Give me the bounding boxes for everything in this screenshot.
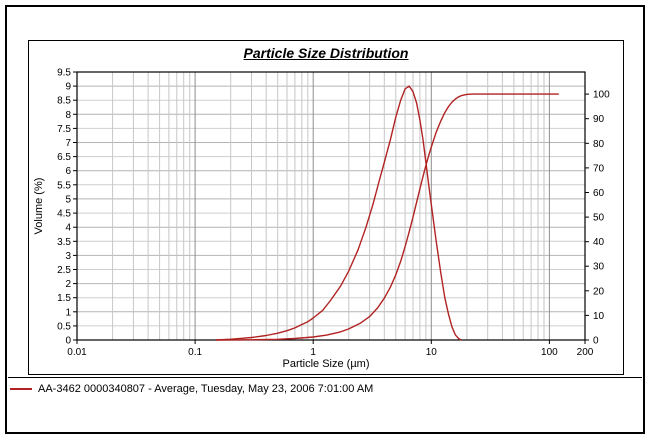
svg-text:10: 10	[426, 347, 438, 357]
plot-border	[76, 71, 586, 341]
left-tick-labels: 0 0.5 1 1.5 2 2.5 3 3.5 4 4.5 5 5.5 6 6.5 7 7.5 8 8.5 9 9.5	[57, 68, 77, 347]
svg-text:80: 80	[593, 139, 605, 150]
svg-text:1.5: 1.5	[57, 293, 71, 304]
svg-text:60: 60	[593, 188, 605, 199]
svg-text:8.5: 8.5	[57, 96, 71, 107]
svg-text:70: 70	[593, 163, 605, 174]
legend-item: AA-3462 0000340807 - Average, Tuesday, M…	[10, 381, 373, 397]
svg-text:0.5: 0.5	[57, 321, 71, 332]
legend-separator	[8, 377, 642, 378]
svg-text:30: 30	[593, 262, 605, 273]
svg-text:200: 200	[577, 347, 594, 357]
y-axis-label: Volume (%)	[33, 177, 45, 235]
svg-text:0: 0	[593, 336, 599, 347]
svg-text:7.5: 7.5	[57, 124, 71, 135]
svg-text:10: 10	[593, 311, 605, 322]
svg-text:2: 2	[65, 279, 71, 290]
svg-text:100: 100	[593, 90, 610, 101]
svg-text:0.1: 0.1	[188, 347, 202, 357]
svg-text:4: 4	[65, 223, 71, 234]
svg-text:9: 9	[65, 82, 71, 93]
svg-text:5: 5	[65, 194, 71, 205]
legend-label: AA-3462 0000340807 - Average, Tuesday, M…	[38, 383, 374, 395]
svg-text:3.5: 3.5	[57, 237, 71, 248]
svg-text:4.5: 4.5	[57, 209, 71, 220]
svg-text:6.5: 6.5	[57, 152, 71, 163]
svg-text:7: 7	[65, 138, 71, 149]
svg-text:40: 40	[593, 237, 605, 248]
x-tick-labels: 0.01 0.1 1 10 100 200	[67, 340, 594, 357]
svg-text:50: 50	[593, 213, 605, 224]
svg-text:8: 8	[65, 110, 71, 121]
plot-area: 0 0.5 1 1.5 2 2.5 3 3.5 4 4.5 5 5.5 6 6.5 7 7.5 8 8.5 9 9.5…	[57, 68, 610, 358]
grid-horizontal	[77, 85, 585, 327]
svg-text:1: 1	[65, 307, 71, 318]
svg-text:0: 0	[65, 336, 71, 347]
chart-title: Particle Size Distribution	[243, 45, 409, 61]
volume-density-curve	[215, 85, 462, 341]
svg-text:1: 1	[310, 347, 316, 357]
right-tick-labels: 0 10 20 30 40 50 60 70 80 90 100	[585, 90, 610, 347]
svg-text:6: 6	[65, 166, 71, 177]
svg-text:100: 100	[541, 347, 558, 357]
svg-text:0.01: 0.01	[67, 347, 87, 357]
svg-text:9.5: 9.5	[57, 68, 71, 79]
svg-text:3: 3	[65, 251, 71, 262]
svg-text:90: 90	[593, 114, 605, 125]
cumulative-curve	[215, 93, 559, 341]
svg-text:20: 20	[593, 286, 605, 297]
legend-line-swatch	[10, 388, 32, 390]
grid-vertical	[112, 72, 550, 340]
svg-text:2.5: 2.5	[57, 265, 71, 276]
svg-text:5.5: 5.5	[57, 180, 71, 191]
x-axis-label: Particle Size (µm)	[282, 358, 370, 370]
